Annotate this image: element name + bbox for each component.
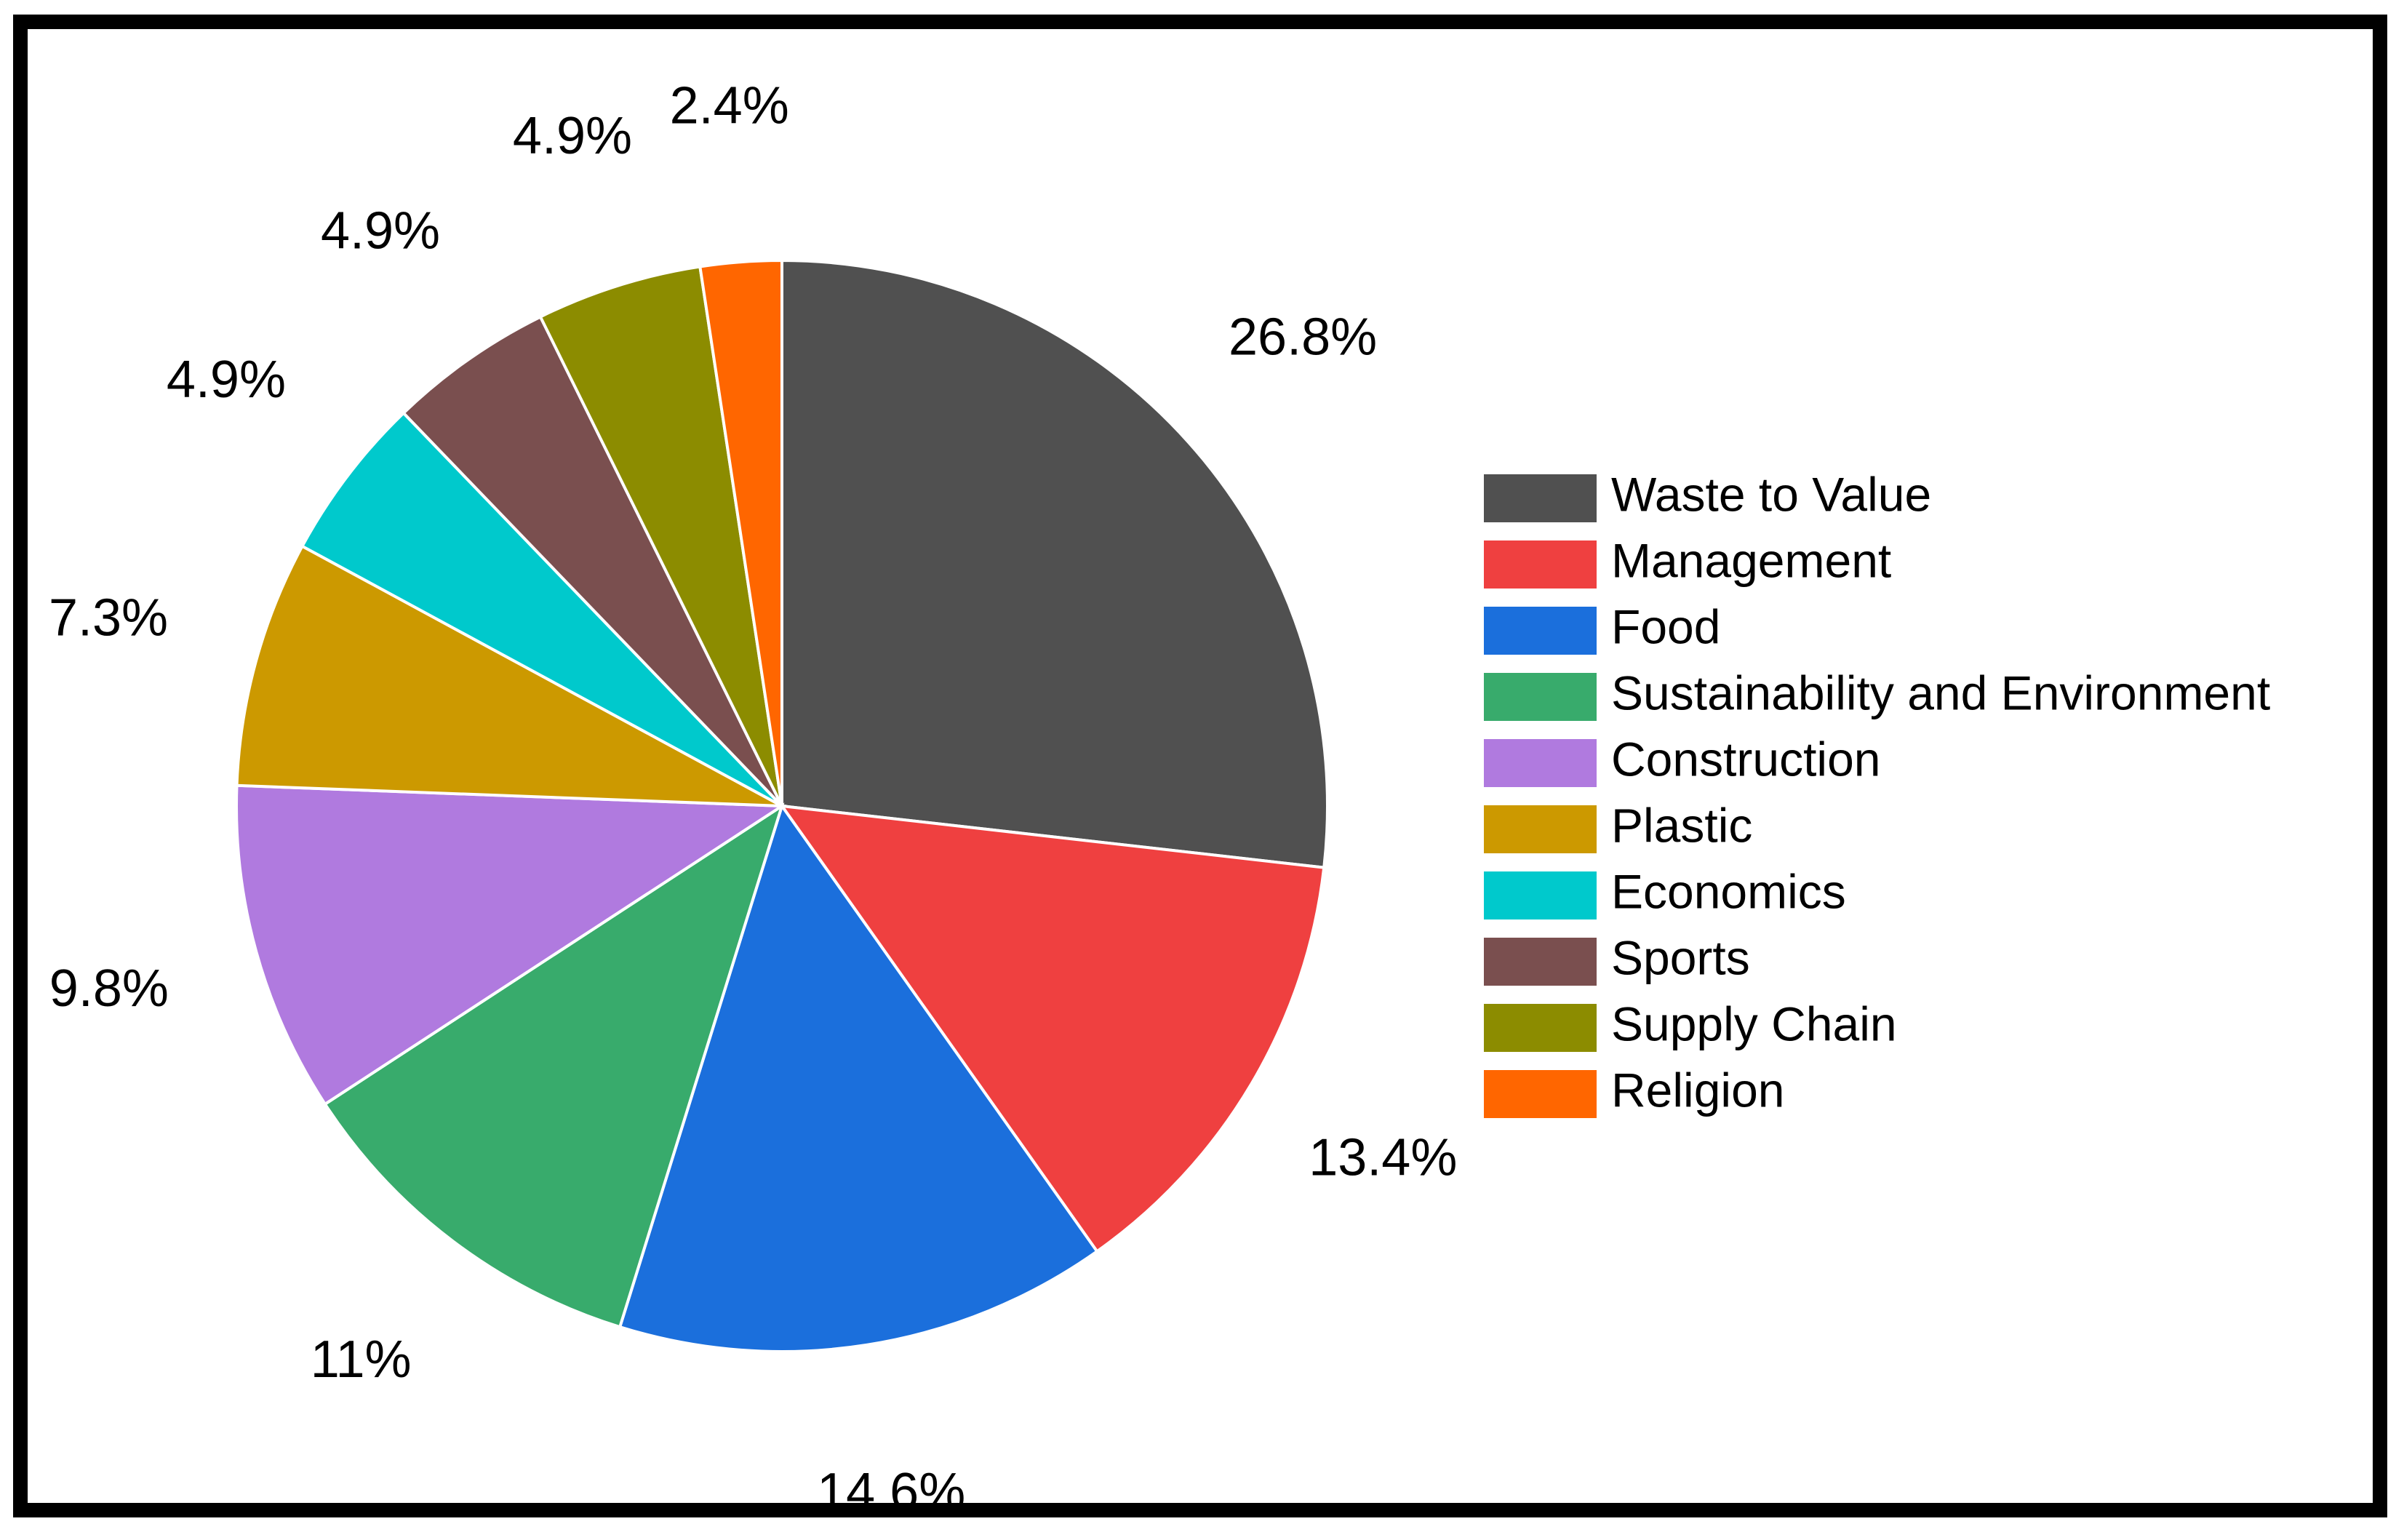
legend-label-economics: Economics <box>1611 864 1846 918</box>
pie-slice-food <box>618 802 1099 1353</box>
legend-label-food: Food <box>1611 599 1720 653</box>
pie-slice-religion <box>698 258 783 807</box>
data-label-religion: 2.4% <box>670 77 789 135</box>
data-label-economics: 4.9% <box>167 351 286 409</box>
data-label-construction: 9.8% <box>49 959 169 1018</box>
pie-slice-plastic <box>235 544 783 807</box>
legend-label-supply-chain: Supply Chain <box>1611 997 1897 1050</box>
legend-label-sustainability-and-environment: Sustainability and Environment <box>1611 666 2270 719</box>
legend-swatch-sustainability-and-environment <box>1484 673 1597 721</box>
pie-slice-sustainability-and-environment <box>323 802 785 1329</box>
data-label-plastic: 7.3% <box>49 589 168 647</box>
legend-swatch-religion <box>1484 1070 1597 1118</box>
legend-swatch-plastic <box>1484 805 1597 853</box>
legend-swatch-sports <box>1484 938 1597 986</box>
legend-swatch-economics <box>1484 871 1597 919</box>
legend-label-waste-to-value: Waste to Value <box>1611 467 1931 521</box>
legend-swatch-management <box>1484 540 1597 589</box>
data-label-supply-chain: 4.9% <box>513 107 632 165</box>
pie-slice-sports <box>401 314 783 807</box>
legend-swatch-waste-to-value <box>1484 474 1597 522</box>
pie-data-labels: 26.8% 13.4% 14.6% 11% 9.8% 7.3% 4.9% 4.9% 4.9% 2.… <box>49 77 1457 1521</box>
data-label-sports: 4.9% <box>321 202 440 260</box>
legend-swatch-supply-chain <box>1484 1004 1597 1052</box>
legend-swatch-construction <box>1484 739 1597 787</box>
pie-slice-economics <box>300 410 783 807</box>
pie-slice-construction <box>235 783 787 1106</box>
data-label-management: 13.4% <box>1309 1129 1457 1187</box>
legend-label-sports: Sports <box>1611 930 1750 984</box>
legend-swatch-food <box>1484 607 1597 655</box>
chart-border <box>13 15 2387 1517</box>
pie-slice-supply-chain <box>538 265 783 807</box>
data-label-sustainability-and-environment: 11% <box>311 1330 412 1389</box>
data-label-waste-to-value: 26.8% <box>1229 308 1377 367</box>
pie-slice-waste-to-value <box>780 258 1329 869</box>
legend: Waste to Value Management Food Sustainabili… <box>1484 467 2270 1118</box>
pie-slices <box>235 258 1329 1353</box>
legend-label-plastic: Plastic <box>1611 798 1752 852</box>
data-label-food: 14.6% <box>817 1463 965 1521</box>
legend-label-management: Management <box>1611 533 1891 587</box>
legend-label-religion: Religion <box>1611 1063 1784 1117</box>
pie-slice-management <box>778 804 1326 1254</box>
legend-label-construction: Construction <box>1611 732 1881 786</box>
